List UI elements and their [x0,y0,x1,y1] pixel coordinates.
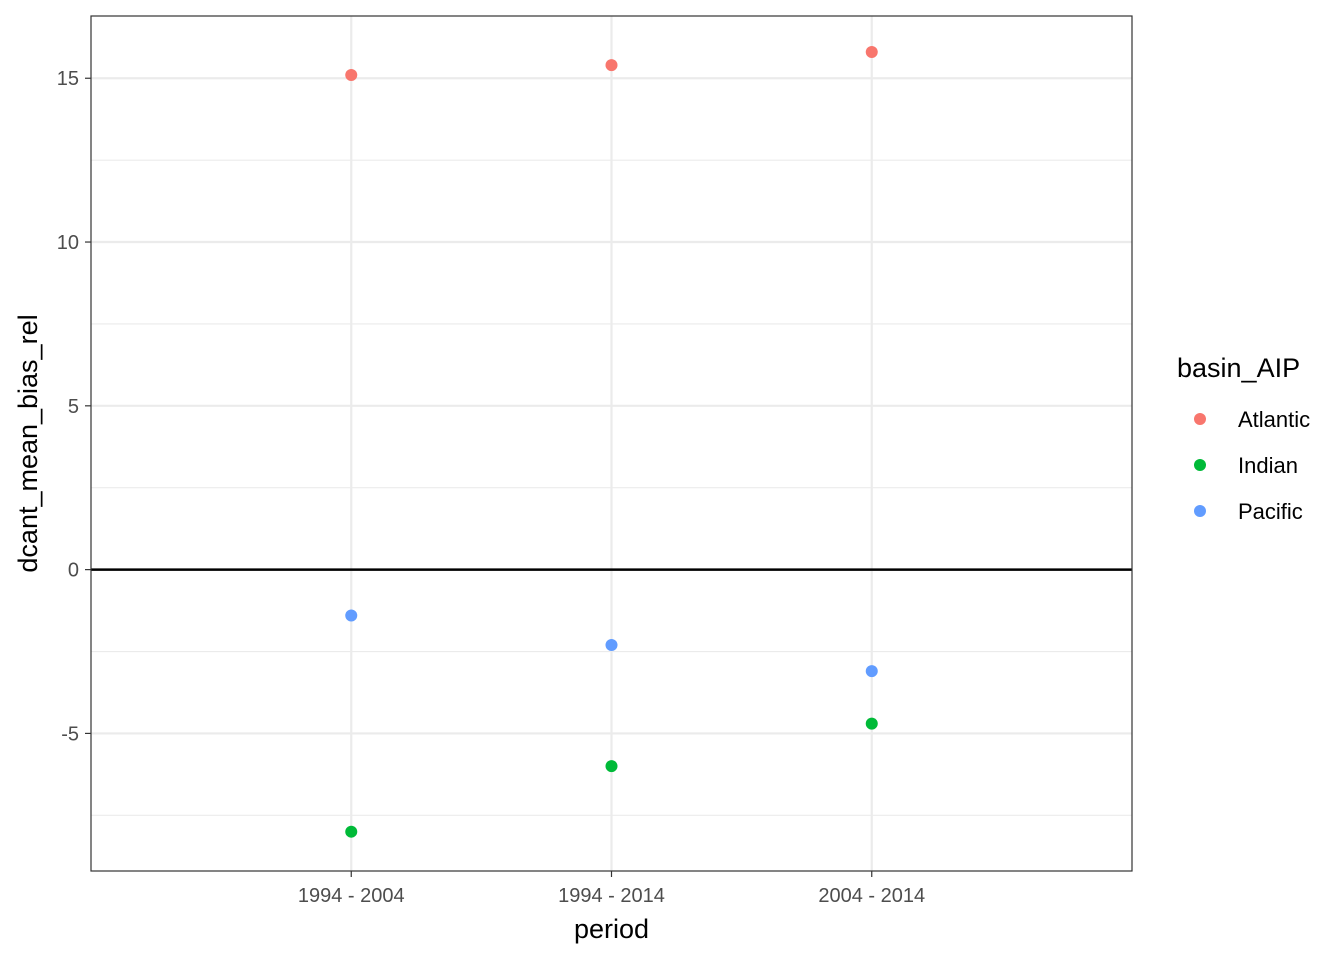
x-tick-label: 2004 - 2014 [818,885,925,907]
y-tick-label: 10 [57,232,79,254]
y-tick-label: 0 [68,560,79,582]
data-point-atlantic [865,46,878,59]
data-point-indian [605,760,618,773]
y-tick-label: 15 [57,68,79,90]
y-tick-label: -5 [61,723,79,745]
legend: basin_AIP Atlantic Indian Pacific [1177,353,1310,524]
x-axis: 1994 - 2004 1994 - 2014 2004 - 2014 [298,871,925,907]
legend-key-indian [1194,459,1206,471]
data-point-pacific [605,638,618,651]
data-point-pacific [865,665,878,678]
data-point-atlantic [345,68,358,81]
x-axis-title: period [574,914,649,944]
legend-label-pacific: Pacific [1238,499,1303,524]
legend-key-pacific [1194,505,1206,517]
data-point-pacific [345,609,358,622]
legend-key-atlantic [1194,413,1206,425]
legend-title: basin_AIP [1177,353,1300,383]
x-tick-label: 1994 - 2004 [298,885,405,907]
y-tick-label: 5 [68,396,79,418]
legend-label-indian: Indian [1238,453,1298,478]
data-point-indian [865,717,878,730]
data-point-atlantic [605,59,618,72]
legend-label-atlantic: Atlantic [1238,407,1310,432]
data-points [345,46,878,838]
y-axis: -5 0 5 10 15 [57,68,91,745]
data-point-indian [345,825,358,838]
y-axis-title: dcant_mean_bias_rel [13,314,43,572]
x-tick-label: 1994 - 2014 [558,885,665,907]
